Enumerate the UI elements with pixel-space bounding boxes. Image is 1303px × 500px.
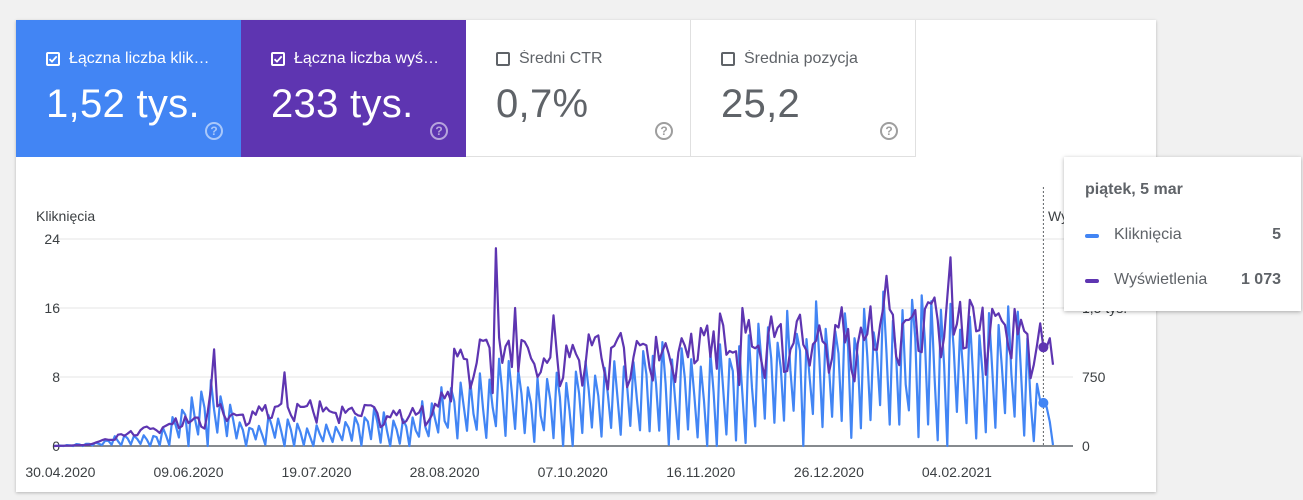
metric-label: Łączna liczba wyświetleń — [294, 50, 439, 67]
tooltip-date: piątek, 5 mar — [1085, 181, 1183, 198]
help-icon[interactable]: ? — [880, 122, 898, 140]
right-tick-label: 750 — [1082, 369, 1106, 385]
tooltip-row-clicks: Kliknięcia 5 — [1085, 226, 1281, 246]
x-tick-label: 16.11.2020 — [666, 464, 735, 480]
metric-label: Średni CTR — [519, 50, 603, 67]
left-tick-label: 24 — [44, 231, 60, 247]
left-tick-label: 8 — [52, 369, 60, 385]
metric-label: Łączna liczba kliknięć — [69, 50, 214, 67]
x-tick-label: 28.08.2020 — [410, 464, 480, 480]
chart-tooltip: piątek, 5 mar Kliknięcia 5 Wyświetlenia … — [1064, 157, 1301, 311]
metric-label: Średnia pozycja — [744, 50, 858, 67]
hover-point-impressions — [1038, 342, 1049, 353]
tooltip-series-value: 1 073 — [1240, 271, 1281, 288]
tooltip-series-value: 5 — [1272, 226, 1281, 243]
series-line-impressions — [53, 247, 1055, 448]
x-tick-label: 07.10.2020 — [538, 464, 608, 480]
series-line-clicks — [53, 290, 1055, 448]
metric-value: 233 tys. — [271, 82, 414, 126]
checkbox-icon[interactable] — [271, 52, 285, 66]
chart-svg[interactable]: KliknięciaWyświetlenia2416802,3 tys.1,5 … — [16, 157, 1156, 492]
x-tick-label: 19.07.2020 — [282, 464, 352, 480]
checkbox-icon[interactable] — [46, 52, 60, 66]
x-tick-label: 04.02.2021 — [922, 464, 992, 480]
checkbox-icon[interactable] — [721, 52, 735, 66]
metric-value: 25,2 — [721, 82, 801, 126]
metric-card-impressions[interactable]: Łączna liczba wyświetleń 233 tys. ? — [241, 20, 466, 157]
metric-card-position[interactable]: Średnia pozycja 25,2 ? — [691, 20, 916, 157]
series-swatch-clicks — [1085, 234, 1099, 238]
help-icon[interactable]: ? — [205, 122, 223, 140]
metric-card-header: Łączna liczba wyświetleń — [271, 50, 439, 68]
performance-chart[interactable]: KliknięciaWyświetlenia2416802,3 tys.1,5 … — [16, 157, 1156, 492]
x-tick-label: 26.12.2020 — [794, 464, 864, 480]
tooltip-series-name: Kliknięcia — [1114, 226, 1182, 243]
series-swatch-impressions — [1085, 279, 1099, 283]
metric-cards: Łączna liczba kliknięć 1,52 tys. ? Łączn… — [16, 20, 916, 157]
help-icon[interactable]: ? — [655, 122, 673, 140]
metric-value: 0,7% — [496, 82, 589, 126]
x-tick-label: 09.06.2020 — [153, 464, 223, 480]
metric-card-header: Średni CTR — [496, 50, 603, 68]
left-tick-label: 16 — [44, 300, 60, 316]
tooltip-series-name: Wyświetlenia — [1114, 271, 1208, 288]
left-axis-label: Kliknięcia — [36, 208, 95, 224]
checkbox-icon[interactable] — [496, 52, 510, 66]
hover-point-clicks — [1038, 397, 1049, 408]
metric-card-header: Średnia pozycja — [721, 50, 858, 68]
help-icon[interactable]: ? — [430, 122, 448, 140]
performance-panel: Łączna liczba kliknięć 1,52 tys. ? Łączn… — [16, 20, 1156, 492]
metric-value: 1,52 tys. — [46, 82, 200, 126]
right-tick-label: 0 — [1082, 438, 1090, 454]
metric-card-header: Łączna liczba kliknięć — [46, 50, 214, 68]
tooltip-row-impressions: Wyświetlenia 1 073 — [1085, 271, 1281, 291]
metric-card-clicks[interactable]: Łączna liczba kliknięć 1,52 tys. ? — [16, 20, 241, 157]
x-tick-label: 30.04.2020 — [25, 464, 95, 480]
metric-card-ctr[interactable]: Średni CTR 0,7% ? — [466, 20, 691, 157]
